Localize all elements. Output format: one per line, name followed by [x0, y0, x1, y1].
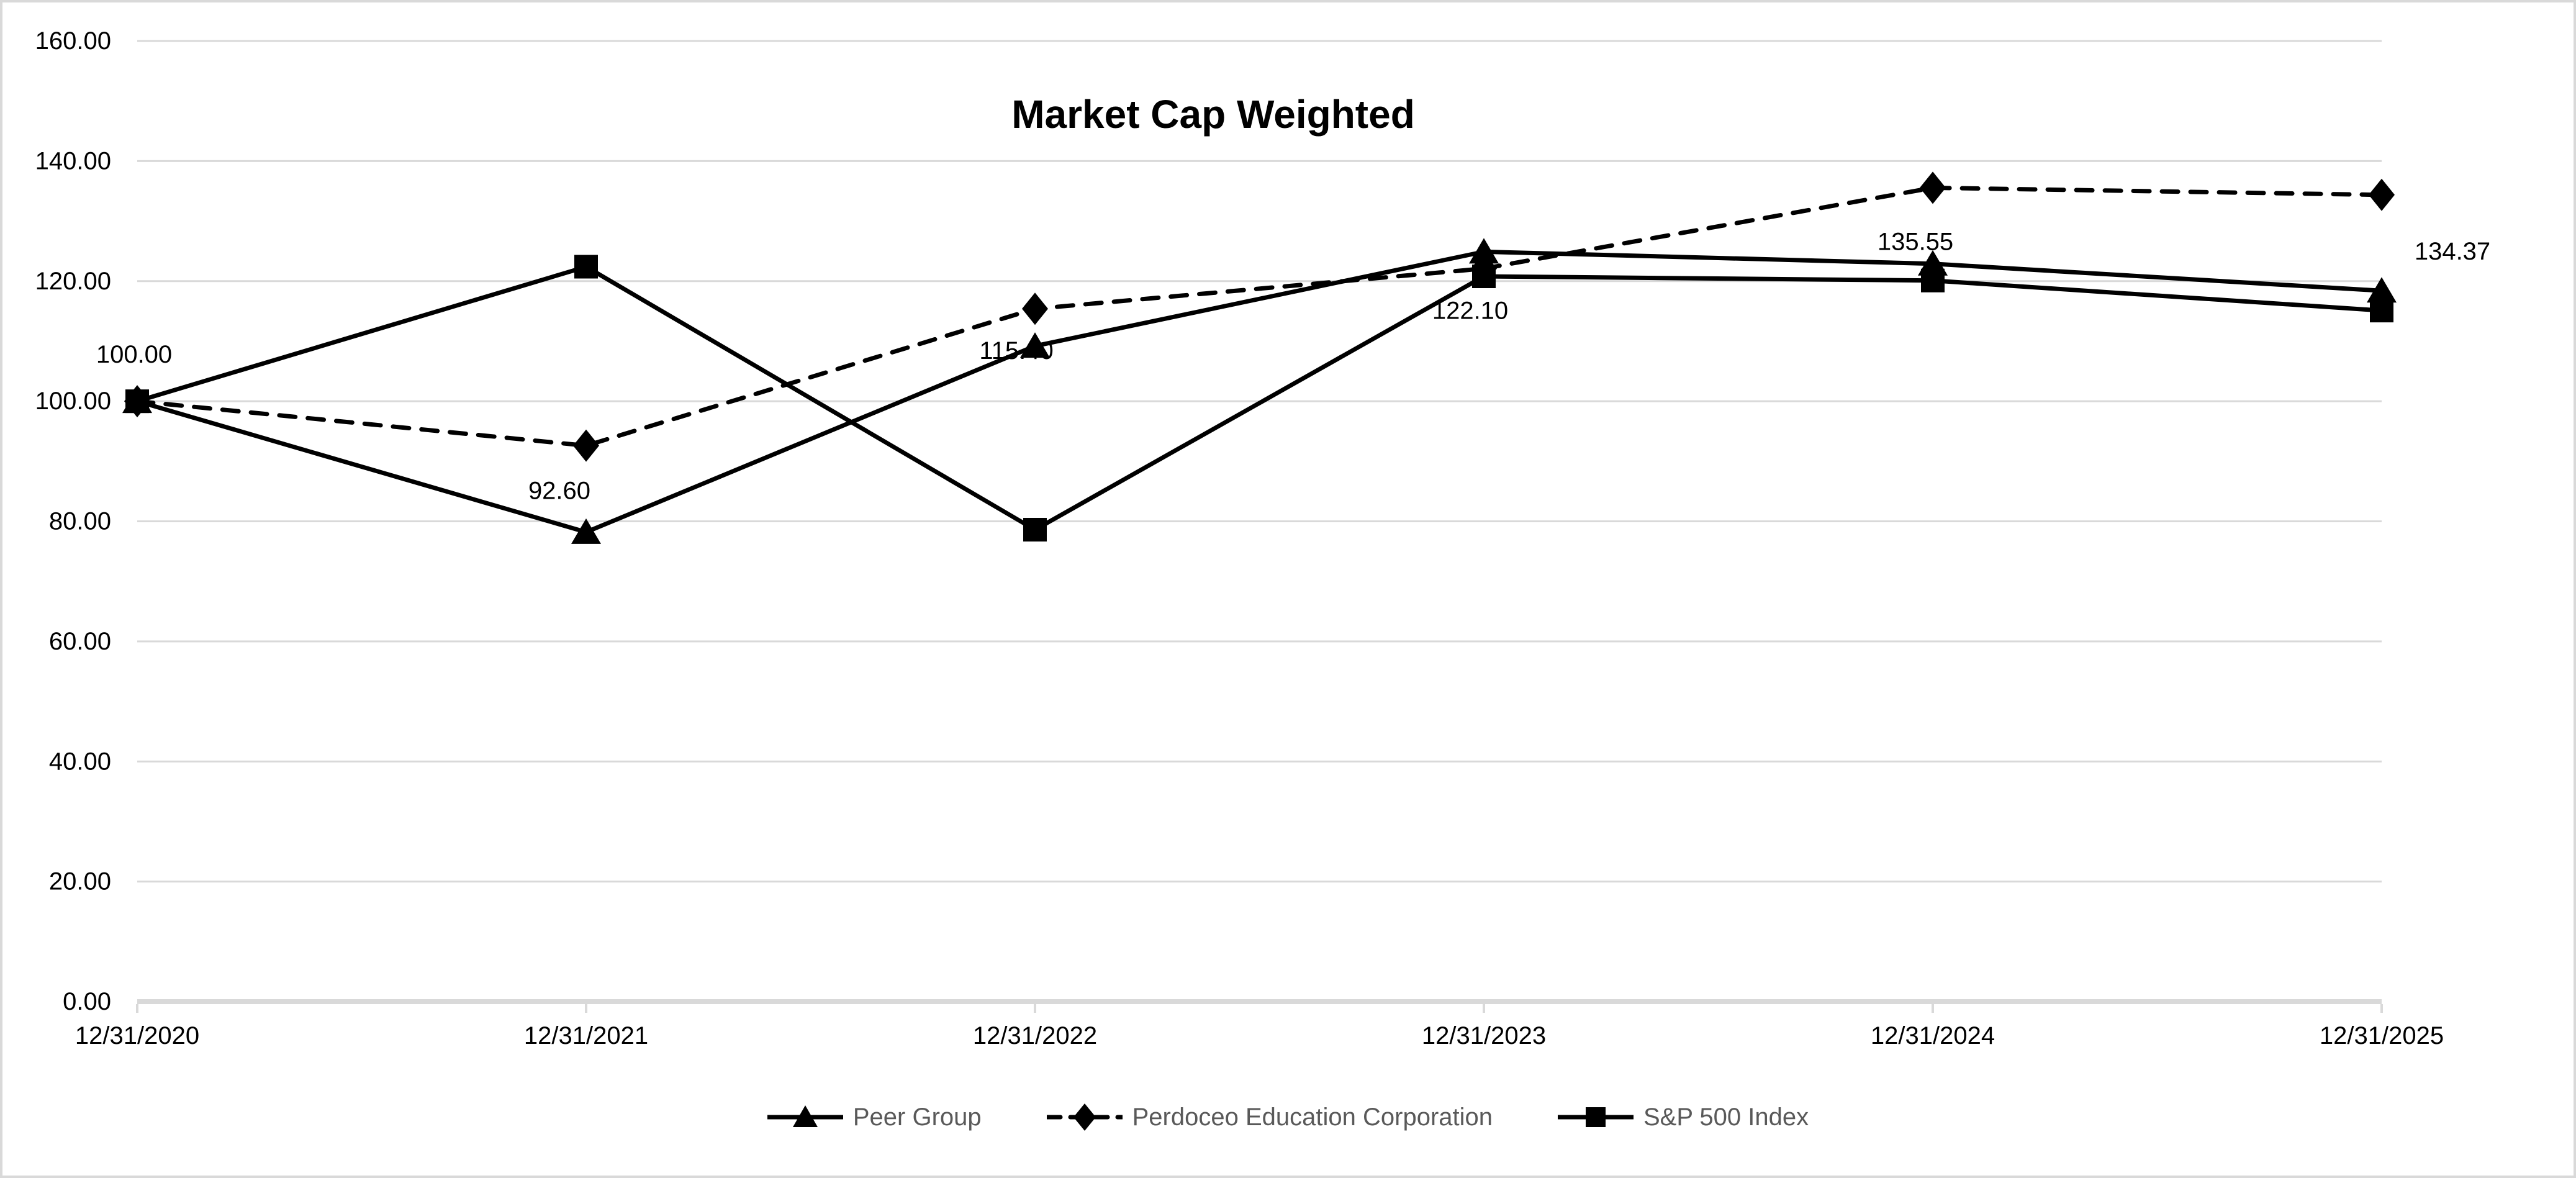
marker-triangle-peer-group [2367, 277, 2397, 303]
marker-square-s-p-500-index [1472, 265, 1496, 289]
marker-triangle-peer-group [1020, 332, 1050, 358]
x-axis-label: 12/31/2020 [75, 1022, 199, 1049]
x-axis-label: 12/31/2021 [524, 1022, 648, 1049]
data-label: 115.40 [979, 337, 1053, 365]
x-axis-label: 12/31/2025 [2320, 1022, 2444, 1049]
series-line-peer-group [137, 249, 2382, 535]
data-label: 134.37 [2415, 238, 2490, 265]
y-axis-label: 160.00 [35, 27, 111, 55]
x-axis-label: 12/31/2024 [1871, 1022, 1995, 1049]
marker-diamond-perdoceo-education-corporation [1920, 171, 1946, 204]
data-label: 92.60 [528, 478, 590, 505]
legend-square-sample-icon [1558, 1107, 1634, 1127]
data-label: 100.00 [96, 341, 172, 368]
y-axis-label: 0.00 [63, 988, 111, 1015]
marker-square-s-p-500-index [125, 389, 149, 414]
series-line-s-p-500-index [136, 265, 2382, 532]
marker-diamond-perdoceo-education-corporation [2369, 178, 2395, 211]
y-axis-label: 120.00 [35, 268, 111, 295]
marker-triangle-peer-group [571, 518, 601, 544]
y-axis-label: 60.00 [49, 628, 111, 655]
marker-square-s-p-500-index [574, 255, 598, 279]
chart-title: Market Cap Weighted [1011, 92, 1415, 137]
x-axis-label: 12/31/2022 [973, 1022, 1097, 1049]
series-line-perdoceo-education-corporation [135, 185, 2384, 448]
y-axis-label: 20.00 [49, 868, 111, 895]
legend: Peer Group Perdoceo Education Corporation… [2, 1094, 2574, 1140]
legend-label: Peer Group [852, 1103, 982, 1131]
marker-square-s-p-500-index [1921, 268, 1945, 292]
marker-square-s-p-500-index [1023, 518, 1047, 542]
data-label: 135.55 [1878, 228, 1953, 255]
y-axis-label: 140.00 [35, 147, 111, 174]
x-axis-label: 12/31/2023 [1422, 1022, 1546, 1049]
legend-label: S&P 500 Index [1643, 1103, 1809, 1131]
y-axis-label: 80.00 [49, 508, 111, 535]
legend-label: Perdoceo Education Corporation [1132, 1103, 1493, 1131]
legend-triangle-sample-icon [767, 1105, 843, 1127]
marker-diamond-perdoceo-education-corporation [1022, 292, 1048, 325]
legend-item: Perdoceo Education Corporation [1046, 1100, 1493, 1135]
data-label: 122.10 [1432, 297, 1508, 324]
y-axis-label: 100.00 [35, 387, 111, 415]
legend-item: S&P 500 Index [1558, 1100, 1809, 1135]
legend-item: Peer Group [767, 1100, 982, 1135]
marker-triangle-peer-group [1469, 238, 1499, 264]
legend-diamond-sample-icon [1046, 1103, 1123, 1131]
y-axis-label: 40.00 [49, 748, 111, 775]
marker-square-s-p-500-index [2370, 299, 2393, 323]
marker-diamond-perdoceo-education-corporation [573, 429, 599, 462]
